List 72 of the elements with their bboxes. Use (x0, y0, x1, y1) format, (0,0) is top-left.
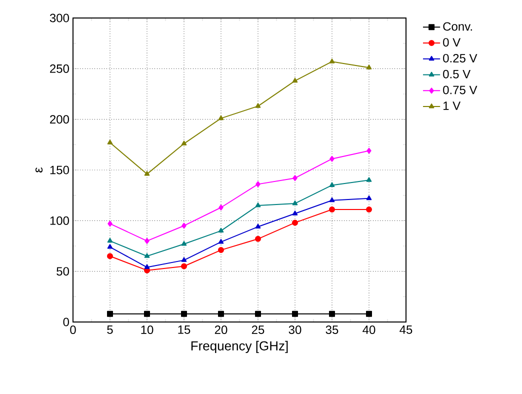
point (292, 78, 298, 83)
x-tick-label: 25 (252, 326, 264, 334)
x-tick-label: 5 (107, 326, 113, 334)
point (292, 220, 298, 226)
x-tick-label: 30 (288, 326, 302, 334)
x-tick-label: 40 (362, 326, 376, 334)
y-tick-label: 250 (50, 64, 69, 73)
y-tick-label: 300 (50, 14, 69, 22)
point (218, 310, 224, 317)
x-tick-label: 10 (141, 326, 154, 334)
point (255, 103, 261, 108)
y-tick-label: 150 (50, 166, 69, 174)
point (107, 244, 113, 249)
point (329, 182, 335, 187)
legend-label: 0.75 V (443, 86, 478, 94)
y-tick-label: 50 (56, 267, 70, 276)
point (144, 171, 150, 176)
point (292, 210, 298, 216)
point (181, 140, 187, 146)
point (144, 264, 150, 270)
point (329, 206, 335, 213)
point (255, 236, 261, 242)
point (107, 253, 114, 260)
legend-label: 0.25 V (443, 54, 478, 62)
point (256, 181, 260, 188)
point (218, 204, 224, 210)
point (366, 177, 372, 182)
point (181, 310, 187, 317)
point (144, 238, 150, 244)
point (218, 115, 224, 120)
legend-label: 1 V (444, 102, 461, 110)
point (144, 310, 150, 317)
point (366, 195, 372, 200)
point (144, 253, 150, 258)
legend-label: Conv. (443, 22, 472, 31)
point (292, 310, 298, 317)
x-axis-title: Frequency [GHz] (191, 340, 288, 354)
y-tick-label: 200 (50, 115, 69, 124)
x-tick-label: 35 (326, 326, 338, 334)
point (329, 58, 335, 64)
x-tick-label: 15 (178, 326, 190, 334)
point (181, 240, 187, 246)
point (182, 222, 186, 229)
y-axis-title: ε (35, 167, 43, 172)
point (255, 310, 261, 317)
point (108, 220, 112, 227)
x-tick-label: 45 (400, 326, 412, 334)
point (218, 228, 224, 233)
point (107, 238, 113, 243)
legend-label: 0 V (443, 38, 461, 47)
x-tick-label: 20 (214, 326, 228, 334)
y-tick-label: 100 (50, 216, 69, 225)
point (107, 140, 113, 144)
point (366, 310, 372, 317)
x-tick-label: 0 (70, 326, 76, 334)
point (292, 200, 298, 206)
point (218, 238, 224, 244)
point (218, 247, 224, 254)
point (181, 263, 187, 270)
point (255, 202, 261, 208)
point (366, 64, 372, 70)
legend-label: 0.5 V (443, 70, 471, 78)
y-tick-label: 0 (63, 318, 70, 326)
point (107, 310, 114, 317)
point (366, 206, 372, 213)
point (366, 148, 372, 154)
point (181, 257, 187, 262)
point (255, 224, 261, 228)
point (329, 310, 335, 317)
point (329, 197, 335, 202)
point (330, 156, 334, 162)
point (292, 175, 298, 182)
